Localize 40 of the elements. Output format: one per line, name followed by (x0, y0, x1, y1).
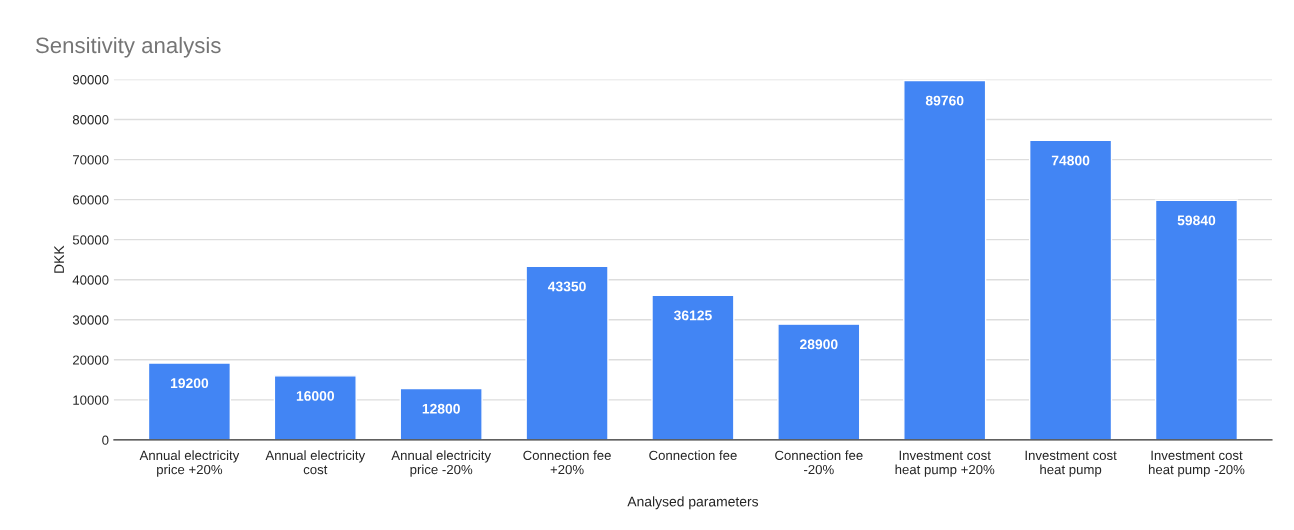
data-label: 28900 (799, 339, 838, 350)
bar (1028, 139, 1113, 440)
bar (525, 265, 609, 440)
y-tick-label: 60000 (72, 195, 109, 205)
y-axis-title: DKK (54, 245, 64, 273)
bar (777, 323, 861, 440)
y-tick-label: 10000 (73, 395, 109, 405)
y-tick-label: 80000 (72, 115, 109, 125)
data-label: 74800 (1051, 155, 1090, 166)
x-tick-label: Connection fee (649, 450, 737, 461)
y-tick-label: 40000 (72, 275, 109, 285)
y-tick-label: 50000 (72, 235, 109, 245)
data-label: 89760 (925, 95, 964, 106)
data-label: 19200 (170, 378, 209, 389)
bar (1154, 199, 1239, 440)
x-tick-label: Connection fee +20% (523, 450, 611, 475)
chart-title: Sensitivity analysis (35, 36, 221, 58)
data-label: 16000 (296, 391, 335, 401)
bar (651, 294, 735, 440)
data-label: 36125 (673, 310, 712, 321)
y-tick-label: 70000 (73, 155, 109, 165)
x-tick-label: Investment cost heat pump (1025, 450, 1117, 477)
x-tick-label: Investment cost heat pump -20% (1148, 450, 1245, 477)
bar (903, 79, 987, 440)
x-tick-label: Annual electricity price +20% (139, 450, 240, 477)
x-tick-label: Annual electricity price -20% (391, 450, 492, 477)
x-tick-label: Connection fee -20% (775, 450, 863, 475)
bar (147, 362, 232, 440)
x-tick-label: Annual electricity cost (265, 450, 366, 475)
y-tick-label: 0 (102, 435, 109, 445)
bar (399, 387, 483, 440)
y-tick-label: 90000 (72, 75, 109, 85)
y-tick-label: 30000 (72, 315, 109, 325)
data-label: 12800 (422, 403, 460, 414)
data-label: 59840 (1177, 215, 1216, 226)
data-label: 43350 (547, 281, 586, 292)
y-tick-label: 20000 (72, 355, 109, 365)
bar (273, 375, 357, 440)
x-axis-title: Analysed parameters (627, 496, 759, 510)
x-tick-label: Investment cost heat pump +20% (895, 450, 995, 477)
